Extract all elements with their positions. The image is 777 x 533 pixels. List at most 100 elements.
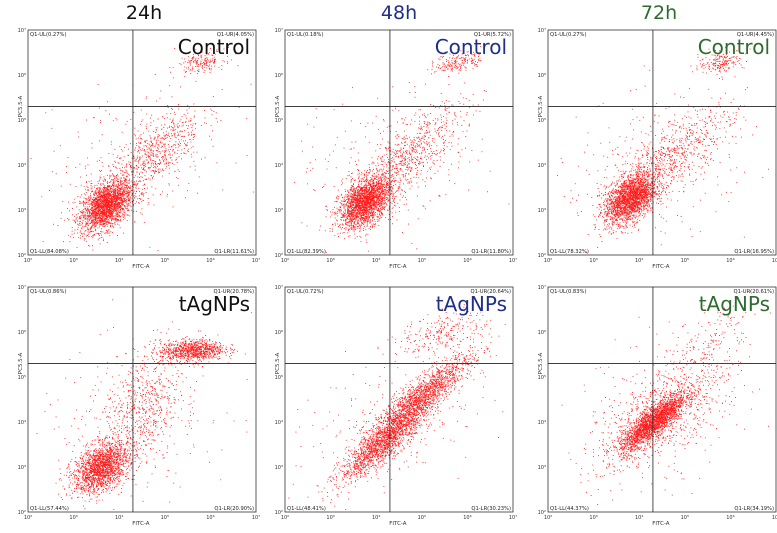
y-tick-label: 10⁵: [538, 375, 546, 381]
x-axis-label: FITC-A: [389, 264, 407, 270]
quadrant-ll-label: Q1-LL(48.41%): [287, 506, 326, 512]
event-cloud: [561, 290, 771, 505]
event-cloud: [294, 46, 510, 253]
condition-label: Control: [435, 35, 507, 59]
x-tick-label: 10⁷: [509, 515, 517, 521]
flow-plot-control-48h: 10² 10² 10³ 10³ 10⁴ 10⁴ 10⁵ 10⁵ 10⁶ 10⁶ 10⁷ 10⁷ FITC…: [275, 26, 528, 271]
y-tick-label: 10²: [18, 253, 26, 259]
y-tick-label: 10⁷: [275, 28, 283, 34]
x-tick-label: 10²: [544, 258, 552, 264]
y-tick-label: 10⁵: [18, 375, 26, 381]
quadrant-ur-label: Q1-UR(4.05%): [217, 32, 254, 38]
quadrant-ur-label: Q1-UR(20.78%): [214, 289, 254, 295]
x-tick-label: 10⁵: [681, 258, 689, 264]
x-tick-label: 10²: [24, 515, 32, 521]
x-tick-label: 10⁴: [115, 515, 123, 521]
y-tick-label: 10⁵: [275, 118, 283, 124]
x-tick-label: 10⁴: [115, 258, 123, 264]
x-tick-label: 10⁷: [772, 258, 777, 264]
flow-plot-control-24h: 10² 10² 10³ 10³ 10⁴ 10⁴ 10⁵ 10⁵ 10⁶ 10⁶ 10⁷ 10⁷ FITC…: [18, 26, 271, 271]
quadrant-ur-label: Q1-UR(20.64%): [471, 289, 511, 295]
x-tick-label: 10⁶: [206, 258, 214, 264]
x-tick-label: 10⁷: [772, 515, 777, 521]
x-tick-label: 10⁵: [418, 258, 426, 264]
y-tick-label: 10³: [18, 208, 26, 214]
quadrant-ul-label: Q1-UL(0.86%): [30, 289, 66, 295]
x-tick-label: 10³: [589, 258, 597, 264]
x-tick-label: 10⁴: [372, 258, 380, 264]
condition-label: tAgNPs: [699, 292, 770, 316]
y-tick-label: 10²: [275, 253, 283, 259]
x-tick-label: 10⁴: [635, 515, 643, 521]
y-tick-label: 10⁶: [18, 73, 26, 79]
quadrant-lr-label: Q1-LR(11.61%): [214, 249, 254, 255]
condition-label: tAgNPs: [179, 292, 250, 316]
quadrant-ll-label: Q1-LL(44.37%): [550, 506, 589, 512]
flow-plot-tagnps-24h: 10² 10² 10³ 10³ 10⁴ 10⁴ 10⁵ 10⁵ 10⁶ 10⁶ 10⁷ 10⁷ FITC…: [18, 283, 271, 528]
y-tick-label: 10³: [275, 208, 283, 214]
x-tick-label: 10³: [326, 515, 334, 521]
x-tick-label: 10⁷: [252, 258, 260, 264]
x-tick-label: 10⁵: [681, 515, 689, 521]
event-cloud: [36, 299, 252, 510]
x-tick-label: 10²: [24, 258, 32, 264]
quadrant-ur-label: Q1-UR(20.61%): [734, 289, 774, 295]
y-tick-label: 10⁴: [538, 163, 546, 169]
x-tick-label: 10²: [544, 515, 552, 521]
y-tick-label: 10⁴: [275, 420, 283, 426]
quadrant-ll-label: Q1-LL(57.44%): [30, 506, 69, 512]
quadrant-lr-label: Q1-LR(16.95%): [734, 249, 774, 255]
y-tick-label: 10⁵: [538, 118, 546, 124]
x-tick-label: 10⁴: [635, 258, 643, 264]
quadrant-ur-label: Q1-UR(4.45%): [737, 32, 774, 38]
y-tick-label: 10⁷: [275, 285, 283, 291]
x-tick-label: 10⁶: [463, 515, 471, 521]
quadrant-lr-label: Q1-LR(30.23%): [471, 506, 511, 512]
plot-area: [27, 286, 257, 513]
x-tick-label: 10⁶: [206, 515, 214, 521]
x-tick-label: 10³: [326, 258, 334, 264]
y-tick-label: 10⁶: [538, 330, 546, 336]
y-tick-label: 10³: [538, 208, 546, 214]
y-tick-label: 10⁶: [18, 330, 26, 336]
condition-label: tAgNPs: [436, 292, 507, 316]
y-tick-label: 10³: [275, 465, 283, 471]
quadrant-ur-label: Q1-UR(5.72%): [474, 32, 511, 38]
x-axis-label: FITC-A: [132, 264, 150, 270]
y-axis-label: PC5.5-A: [538, 352, 544, 374]
flow-plot-tagnps-48h: 10² 10² 10³ 10³ 10⁴ 10⁴ 10⁵ 10⁵ 10⁶ 10⁶ 10⁷ 10⁷ FITC…: [275, 283, 528, 528]
quadrant-ul-label: Q1-UL(0.83%): [550, 289, 586, 295]
plot-area: [284, 286, 514, 513]
y-tick-label: 10⁷: [18, 285, 26, 291]
x-tick-label: 10⁶: [463, 258, 471, 264]
event-cloud: [557, 46, 769, 254]
plot-area: [547, 286, 777, 513]
plot-area: [547, 29, 777, 256]
x-axis-label: FITC-A: [132, 521, 150, 527]
x-axis-label: FITC-A: [652, 264, 670, 270]
y-tick-label: 10⁷: [538, 28, 546, 34]
x-tick-label: 10⁶: [726, 515, 734, 521]
x-tick-label: 10⁴: [372, 515, 380, 521]
x-tick-label: 10⁷: [252, 515, 260, 521]
y-tick-label: 10²: [538, 510, 546, 516]
condition-label: Control: [698, 35, 770, 59]
quadrant-lr-label: Q1-LR(34.19%): [734, 506, 774, 512]
y-axis-label: PC5.5-A: [18, 352, 24, 374]
y-tick-label: 10²: [18, 510, 26, 516]
x-tick-label: 10⁶: [726, 258, 734, 264]
quadrant-ll-label: Q1-LL(82.39%): [287, 249, 326, 255]
quadrant-lr-label: Q1-LR(11.80%): [471, 249, 511, 255]
quadrant-ll-label: Q1-LL(84.08%): [30, 249, 69, 255]
quadrant-ul-label: Q1-UL(0.27%): [550, 32, 586, 38]
y-tick-label: 10⁴: [538, 420, 546, 426]
x-tick-label: 10⁵: [161, 258, 169, 264]
column-title-72h: 72h: [539, 0, 777, 26]
x-tick-label: 10⁵: [161, 515, 169, 521]
